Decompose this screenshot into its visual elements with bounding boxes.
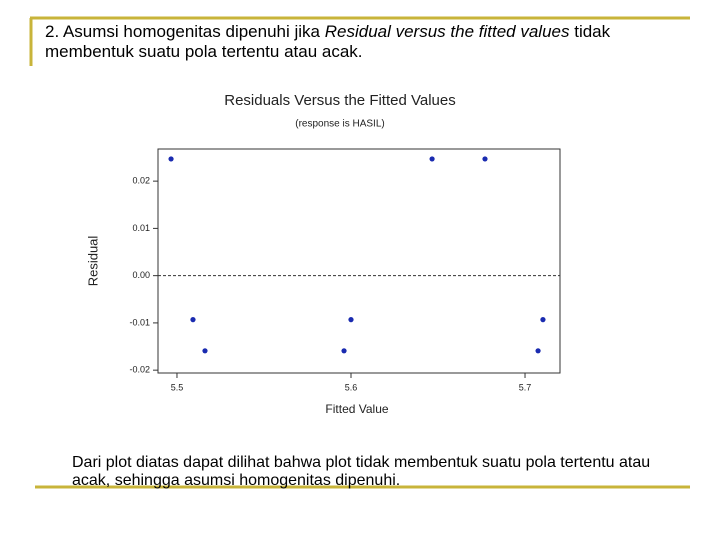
x-tick-label: 5.6 — [345, 382, 358, 392]
y-tick-label: -0.02 — [129, 365, 150, 375]
heading-rest: tidak membentuk suatu pola tertentu atau… — [45, 22, 611, 61]
conclusion: Dari plot diatas dapat dilihat bahwa plo… — [72, 454, 651, 489]
point — [341, 348, 347, 354]
chart-subtitle: (response is HASIL) — [295, 119, 384, 130]
heading-lead: 2. Asumsi homogenitas dipenuhi jika — [45, 22, 320, 41]
point — [348, 316, 354, 323]
point — [482, 156, 488, 162]
x-tick-label: 5.5 — [171, 382, 184, 392]
y-tick-label: 0.02 — [132, 176, 150, 186]
heading-emphasis: Residual versus the fitted values — [324, 22, 570, 41]
x-tick-label: 5.7 — [519, 382, 532, 392]
point — [190, 316, 196, 323]
chart: Residuals Versus the Fitted Values (resp… — [85, 92, 561, 416]
point — [535, 348, 541, 354]
point — [429, 156, 435, 162]
point — [168, 156, 174, 162]
chart-title: Residuals Versus the Fitted Values — [224, 92, 456, 109]
point — [540, 316, 546, 323]
y-tick-label: -0.01 — [129, 317, 150, 327]
x-axis-label: Fitted Value — [325, 402, 388, 416]
y-tick-label: 0.00 — [132, 270, 150, 280]
y-axis-label: Residual — [85, 236, 100, 287]
heading: 2. Asumsi homogenitas dipenuhi jika Resi… — [45, 22, 685, 62]
y-tick-label: 0.01 — [132, 223, 150, 233]
plot-frame — [157, 148, 561, 374]
point — [202, 348, 208, 354]
